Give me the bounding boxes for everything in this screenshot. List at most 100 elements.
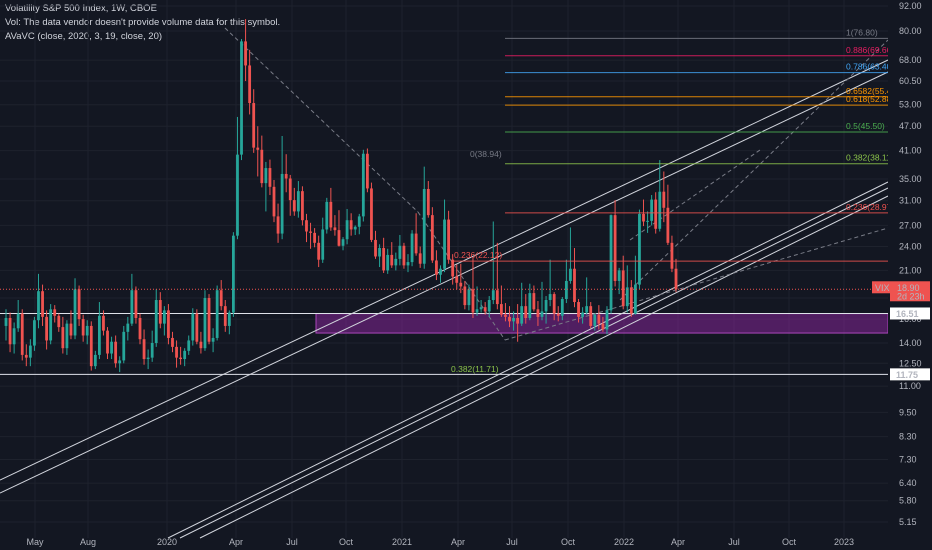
time-tick-label: May bbox=[26, 537, 44, 547]
candle-body bbox=[231, 235, 235, 313]
candle bbox=[597, 305, 601, 330]
candle-body bbox=[638, 213, 641, 285]
candles bbox=[4, 19, 678, 373]
candle bbox=[154, 289, 158, 347]
candle-body bbox=[154, 300, 158, 343]
candle bbox=[37, 273, 40, 329]
candle bbox=[646, 211, 649, 233]
candle bbox=[439, 265, 442, 283]
candle bbox=[252, 89, 256, 153]
candle-body bbox=[146, 357, 150, 360]
candle bbox=[374, 230, 377, 259]
candle bbox=[426, 181, 430, 218]
candle-body bbox=[646, 220, 649, 222]
candle-body bbox=[207, 298, 211, 342]
candle-body bbox=[601, 323, 605, 330]
price-tick-label: 41.00 bbox=[899, 146, 922, 156]
candle bbox=[179, 346, 183, 365]
time-tick-label: 2021 bbox=[392, 537, 412, 547]
candle-body bbox=[53, 309, 57, 316]
time-tick-label: Apr bbox=[671, 537, 685, 547]
candle bbox=[378, 244, 381, 268]
candle-body bbox=[662, 191, 666, 208]
candle-body bbox=[85, 325, 89, 336]
price-tick-label: 5.15 bbox=[899, 517, 917, 527]
candle bbox=[435, 250, 438, 281]
candle bbox=[455, 264, 459, 290]
candle bbox=[41, 284, 44, 326]
candle bbox=[118, 356, 122, 373]
candle-body bbox=[93, 354, 97, 367]
candle bbox=[272, 180, 276, 223]
candle bbox=[256, 126, 260, 177]
candle bbox=[146, 349, 150, 370]
candle bbox=[394, 252, 398, 271]
candle-body bbox=[443, 219, 446, 269]
price-tick-label: 92.00 bbox=[899, 1, 922, 11]
candle bbox=[28, 339, 32, 367]
price-tick-label: 9.50 bbox=[899, 407, 917, 417]
candle bbox=[244, 19, 247, 82]
candle bbox=[605, 306, 609, 335]
fib-level: 0.5(45.50) bbox=[505, 121, 888, 133]
candle-body bbox=[459, 282, 463, 287]
candle-body bbox=[57, 315, 61, 328]
fib-label: 0.5(45.50) bbox=[846, 121, 885, 131]
candle bbox=[491, 221, 495, 305]
candle bbox=[288, 174, 292, 216]
candle-body bbox=[296, 191, 300, 212]
candle bbox=[231, 232, 235, 317]
candle bbox=[443, 199, 446, 273]
candle-body bbox=[487, 300, 491, 312]
candle-body bbox=[629, 287, 633, 314]
candle-body bbox=[528, 293, 532, 318]
candle-body bbox=[211, 337, 215, 342]
time-tick-label: Jul bbox=[506, 537, 518, 547]
candle bbox=[284, 154, 288, 193]
candle bbox=[487, 296, 491, 317]
candle bbox=[309, 222, 312, 249]
trend-channels bbox=[0, 27, 889, 539]
candle-body bbox=[621, 270, 625, 307]
candle-body bbox=[544, 300, 548, 312]
candle bbox=[398, 234, 402, 266]
candle-body bbox=[577, 302, 580, 317]
candle bbox=[276, 203, 280, 243]
candle-body bbox=[317, 242, 321, 260]
candle bbox=[240, 39, 243, 161]
candle bbox=[564, 259, 568, 304]
candle bbox=[203, 290, 207, 351]
candle bbox=[516, 304, 520, 342]
time-tick-label: Oct bbox=[339, 537, 354, 547]
candle-body bbox=[556, 313, 560, 316]
candle-body bbox=[524, 306, 528, 318]
candle-body bbox=[593, 314, 597, 326]
candle-body bbox=[508, 316, 511, 322]
candle bbox=[110, 336, 113, 360]
candle bbox=[114, 335, 118, 368]
candle-body bbox=[390, 254, 394, 266]
chart-title: Volatility S&P 500 Index, 1W, CBOE bbox=[5, 3, 157, 14]
candle bbox=[475, 286, 479, 316]
candle-body bbox=[361, 153, 365, 217]
candle-body bbox=[512, 317, 515, 322]
indicator-legend[interactable]: AVaVC (close, 2020, 3, 19, close, 20) bbox=[5, 31, 163, 42]
candle-body bbox=[65, 323, 69, 349]
candle bbox=[325, 197, 329, 234]
candle bbox=[609, 214, 613, 314]
candle-body bbox=[463, 286, 467, 306]
candle bbox=[317, 235, 321, 268]
candle bbox=[532, 285, 536, 312]
candle bbox=[167, 304, 170, 345]
fib-label: 0.382(38.11) bbox=[846, 153, 894, 163]
candle bbox=[45, 310, 49, 350]
candle bbox=[459, 263, 463, 294]
channel-line bbox=[199, 195, 889, 539]
candle-body bbox=[589, 306, 593, 326]
candle-body bbox=[77, 289, 81, 320]
candle-body bbox=[504, 314, 507, 317]
candle-body bbox=[382, 248, 386, 271]
candle bbox=[402, 242, 406, 269]
candle-body bbox=[89, 325, 93, 367]
